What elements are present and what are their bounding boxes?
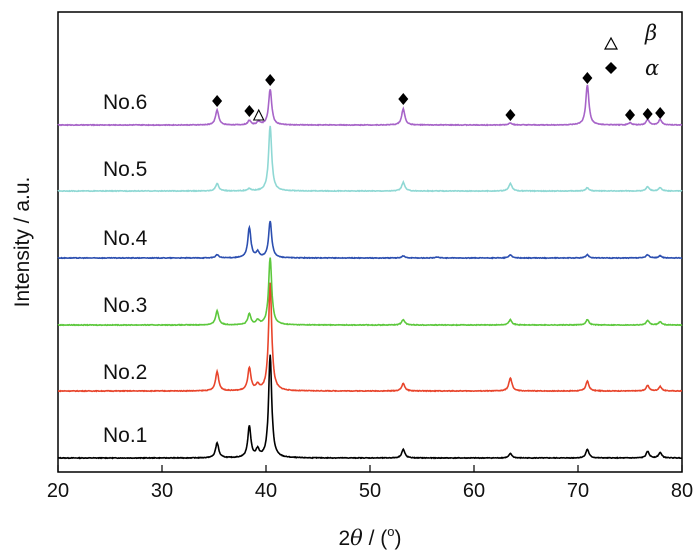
x-axis-label: 2θ / (o) <box>338 524 401 550</box>
alpha-phase-marker <box>212 95 223 107</box>
phase-markers <box>212 72 666 121</box>
legend-beta-label: β <box>644 21 657 45</box>
x-tick-label: 30 <box>151 480 173 502</box>
beta-phase-marker <box>252 108 265 121</box>
series-label-no1: No.1 <box>103 424 147 447</box>
x-axis-label-unit: / ( <box>363 527 388 550</box>
traces <box>57 84 683 460</box>
series-label-no2: No.2 <box>103 361 147 384</box>
x-tick-label: 80 <box>671 480 693 502</box>
alpha-phase-marker <box>265 74 276 86</box>
series-line-no5 <box>57 125 683 193</box>
x-axis-label-close: ) <box>395 527 402 550</box>
series-label-no6: No.6 <box>103 91 147 114</box>
alpha-phase-marker <box>398 93 409 105</box>
alpha-phase-marker <box>582 72 593 84</box>
x-axis-label-degree: o <box>387 524 394 539</box>
legend: β α <box>603 21 659 80</box>
alpha-phase-marker <box>625 109 635 121</box>
legend-alpha-label: α <box>645 56 659 80</box>
x-axis-label-theta: θ <box>350 526 363 550</box>
alpha-phase-marker <box>655 107 666 119</box>
series-line-no4 <box>57 220 683 260</box>
series-label-no5: No.5 <box>103 158 147 181</box>
legend-diamond-symbol <box>605 62 617 74</box>
alpha-phase-marker <box>505 109 516 121</box>
x-tick-label: 40 <box>255 480 277 502</box>
x-tick-label: 20 <box>47 480 69 502</box>
series-line-no6 <box>57 84 683 127</box>
x-tick-label: 60 <box>463 480 485 502</box>
series-line-no3 <box>57 257 683 327</box>
alpha-phase-marker <box>642 108 653 120</box>
series-line-no2 <box>58 282 682 393</box>
series-label-no3: No.3 <box>103 294 147 317</box>
x-tick-label: 50 <box>359 480 381 502</box>
series-line-no1 <box>57 354 683 460</box>
y-axis-label: Intensity / a.u. <box>11 177 34 308</box>
x-tick-label: 70 <box>567 480 589 502</box>
legend-triangle-symbol <box>603 36 619 50</box>
alpha-phase-marker <box>244 105 255 117</box>
sample-labels: No.1 No.2 No.3 No.4 No.5 No.6 <box>103 91 148 447</box>
x-axis: 20 30 40 50 60 70 80 <box>47 465 693 502</box>
series-label-no4: No.4 <box>103 227 148 250</box>
x-axis-label-prefix: 2 <box>338 527 350 550</box>
